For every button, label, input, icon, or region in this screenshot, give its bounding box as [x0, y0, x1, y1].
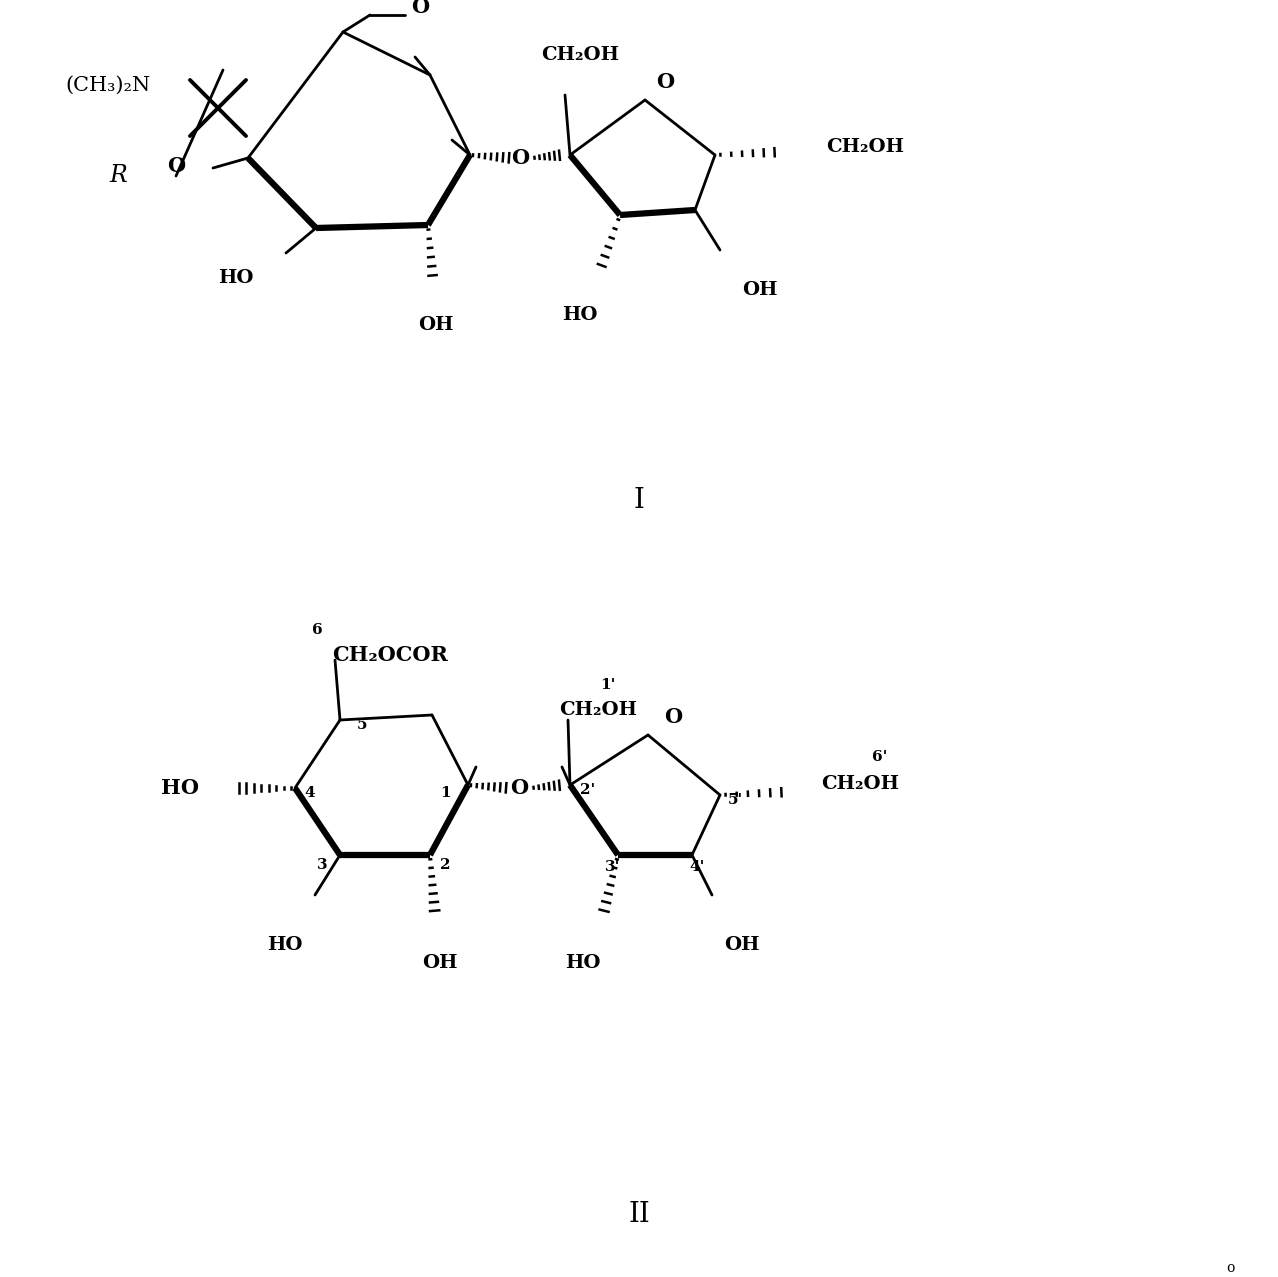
Text: 3: 3	[317, 858, 327, 872]
Text: O: O	[511, 148, 529, 169]
Text: O: O	[665, 707, 682, 727]
Text: 5': 5'	[727, 793, 743, 807]
Text: O: O	[656, 72, 674, 92]
Text: CH₂OCOR: CH₂OCOR	[332, 645, 447, 665]
Text: O: O	[510, 778, 528, 798]
Text: II: II	[627, 1202, 651, 1228]
Text: HO: HO	[565, 954, 601, 972]
Text: CH₂OH: CH₂OH	[558, 701, 636, 719]
Text: 1: 1	[441, 787, 451, 799]
Text: CH₂OH: CH₂OH	[820, 775, 898, 793]
Text: HO: HO	[161, 778, 199, 798]
Text: I: I	[634, 487, 644, 513]
Text: OH: OH	[725, 936, 759, 954]
Text: (CH₃)₂N: (CH₃)₂N	[65, 75, 151, 94]
Text: CH₂OH: CH₂OH	[826, 138, 904, 156]
Text: 2: 2	[440, 858, 450, 872]
Text: o: o	[1226, 1260, 1235, 1274]
Text: HO: HO	[219, 269, 254, 287]
Text: 4: 4	[304, 787, 316, 799]
Text: 5: 5	[357, 718, 367, 732]
Text: OH: OH	[418, 315, 454, 335]
Text: 4': 4'	[689, 859, 704, 873]
Text: 3': 3'	[606, 859, 621, 873]
Text: R: R	[109, 163, 127, 186]
Text: O: O	[167, 156, 185, 176]
Text: 1': 1'	[601, 678, 616, 692]
Text: 6: 6	[312, 623, 322, 637]
Text: CH₂OH: CH₂OH	[541, 46, 619, 64]
Text: HO: HO	[267, 936, 303, 954]
Text: O: O	[412, 0, 429, 17]
Text: HO: HO	[562, 306, 598, 324]
Text: OH: OH	[743, 281, 778, 299]
Text: 2': 2'	[580, 783, 596, 797]
Text: 6': 6'	[873, 750, 888, 764]
Text: OH: OH	[422, 954, 458, 972]
